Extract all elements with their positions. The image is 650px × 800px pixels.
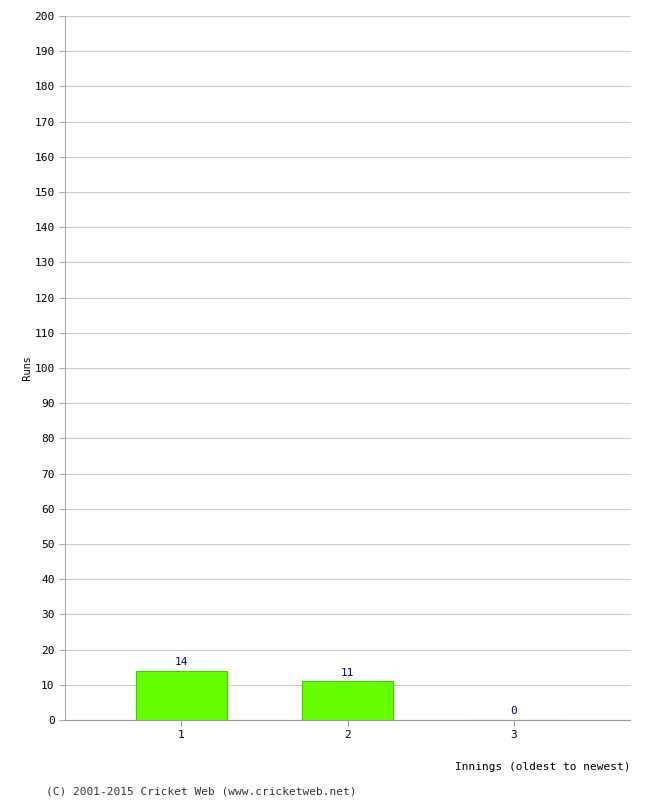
Bar (136, 670, 227, 720)
Y-axis label: Runs: Runs (21, 356, 32, 380)
Text: 11: 11 (341, 668, 354, 678)
Text: Innings (oldest to newest): Innings (oldest to newest) (455, 762, 630, 772)
Text: 0: 0 (511, 706, 517, 717)
Text: 14: 14 (175, 658, 188, 667)
Bar (302, 682, 393, 720)
Text: (C) 2001-2015 Cricket Web (www.cricketweb.net): (C) 2001-2015 Cricket Web (www.cricketwe… (46, 786, 356, 796)
